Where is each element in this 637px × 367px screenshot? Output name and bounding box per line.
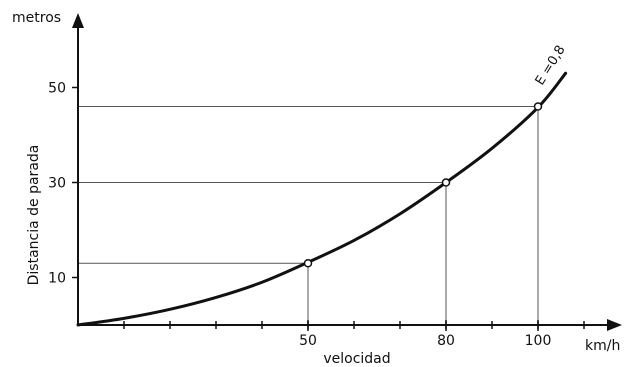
marked-point	[533, 102, 543, 111]
y-axis-arrowhead	[72, 13, 84, 28]
x-axis-title: velocidad	[323, 351, 390, 367]
y-axis-title: Distancia de parada	[26, 145, 42, 286]
series-label: E =0,8	[533, 43, 569, 88]
y-unit-label: metros	[12, 10, 61, 26]
y-tick-label: 30	[48, 176, 66, 192]
marked-point	[441, 178, 451, 187]
marked-point	[303, 259, 313, 268]
series-group	[76, 71, 568, 327]
y-tick-label: 10	[48, 271, 66, 287]
axis-ticks: 10 30 50 50 80 100	[48, 81, 585, 349]
reference-lines	[78, 106, 539, 325]
x-tick-label: 100	[525, 333, 552, 349]
x-unit-label: km/h	[585, 338, 620, 354]
x-tick-label: 80	[437, 333, 455, 349]
x-tick-label: 50	[299, 333, 317, 349]
y-tick-label: 50	[48, 81, 66, 97]
stopping-distance-curve	[76, 71, 568, 327]
x-axis-arrowhead	[607, 319, 622, 331]
axes	[72, 13, 622, 331]
